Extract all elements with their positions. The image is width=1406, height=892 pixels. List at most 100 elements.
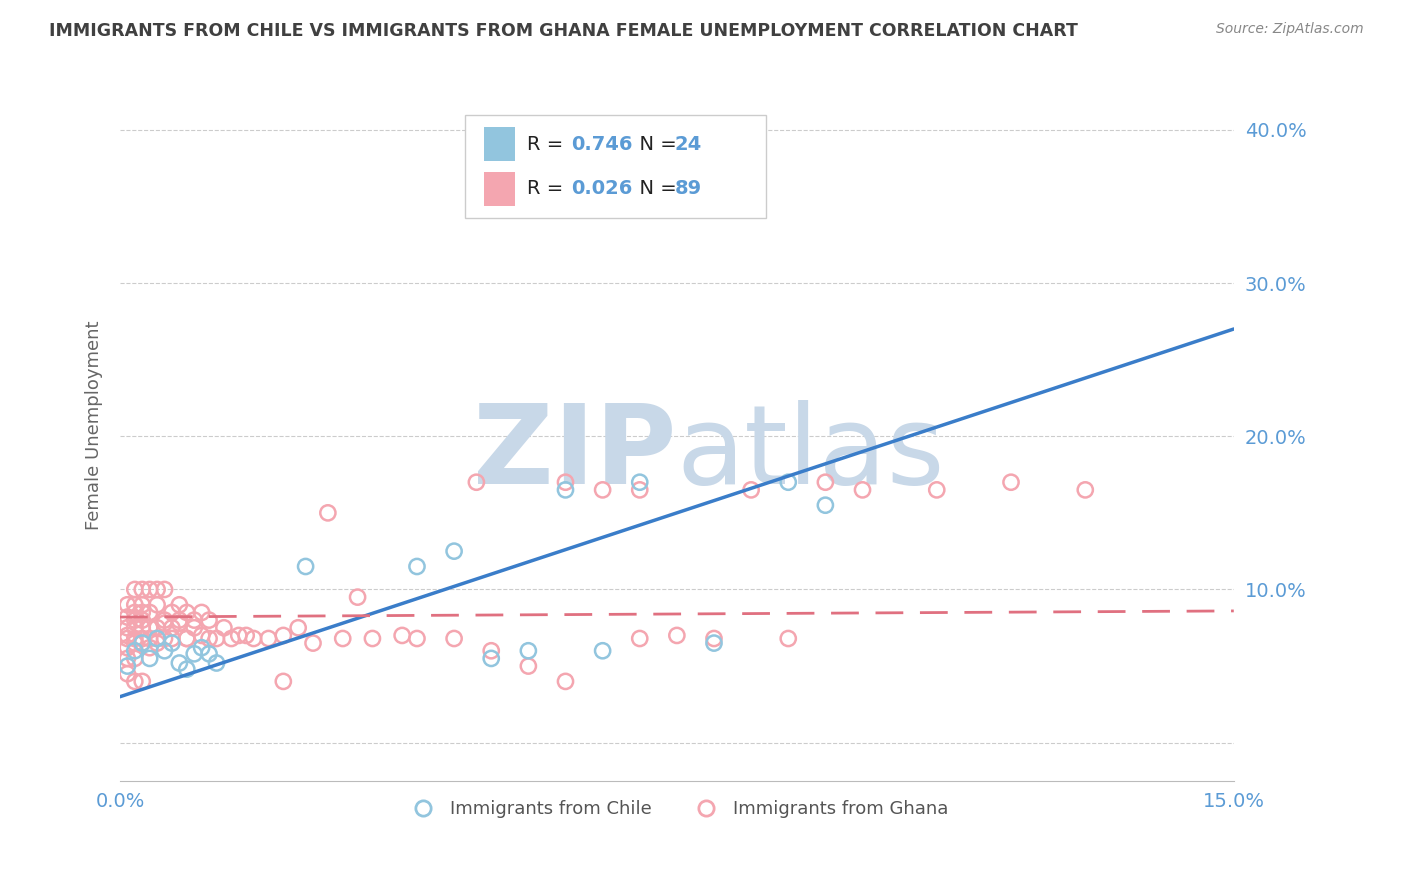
Point xyxy=(554,475,576,490)
Point xyxy=(160,636,183,650)
Point xyxy=(169,613,191,627)
Point xyxy=(146,621,169,635)
Bar xyxy=(484,172,516,206)
Text: N =: N = xyxy=(627,135,683,153)
Point xyxy=(131,606,153,620)
Text: 24: 24 xyxy=(675,135,702,153)
Point xyxy=(778,632,800,646)
Text: R =: R = xyxy=(526,179,569,198)
Point xyxy=(124,651,146,665)
Point xyxy=(190,606,212,620)
Point xyxy=(124,636,146,650)
Point xyxy=(183,613,205,627)
Point xyxy=(117,598,139,612)
Point xyxy=(176,632,198,646)
Point xyxy=(406,632,429,646)
Point xyxy=(176,632,198,646)
Point xyxy=(160,632,183,646)
Point xyxy=(117,640,139,655)
Text: N =: N = xyxy=(627,179,683,198)
Point xyxy=(169,598,191,612)
Point xyxy=(138,621,160,635)
Y-axis label: Female Unemployment: Female Unemployment xyxy=(86,320,103,530)
Point xyxy=(221,632,243,646)
Point xyxy=(703,632,725,646)
Point xyxy=(153,616,176,631)
Point xyxy=(124,606,146,620)
Point xyxy=(205,632,228,646)
Point xyxy=(814,498,837,512)
Point xyxy=(146,632,169,646)
FancyBboxPatch shape xyxy=(465,115,766,219)
Point xyxy=(332,632,354,646)
Point xyxy=(153,632,176,646)
Point xyxy=(198,647,221,661)
Point xyxy=(287,621,309,635)
Point xyxy=(517,659,540,673)
Point xyxy=(117,628,139,642)
Point xyxy=(138,632,160,646)
Point xyxy=(814,475,837,490)
Point xyxy=(443,632,465,646)
Point xyxy=(628,483,651,497)
Point xyxy=(160,621,183,635)
Point xyxy=(479,651,502,665)
Point xyxy=(153,582,176,597)
Point xyxy=(517,644,540,658)
Text: 0.746: 0.746 xyxy=(571,135,633,153)
Text: IMMIGRANTS FROM CHILE VS IMMIGRANTS FROM GHANA FEMALE UNEMPLOYMENT CORRELATION C: IMMIGRANTS FROM CHILE VS IMMIGRANTS FROM… xyxy=(49,22,1078,40)
Point xyxy=(131,674,153,689)
Point xyxy=(198,632,221,646)
Point xyxy=(131,636,153,650)
Point xyxy=(124,674,146,689)
Point xyxy=(212,621,235,635)
Text: ZIP: ZIP xyxy=(474,400,676,507)
Point xyxy=(131,621,153,635)
Point xyxy=(117,621,139,635)
Point xyxy=(242,632,264,646)
Point xyxy=(169,656,191,670)
Point xyxy=(124,621,146,635)
Point xyxy=(124,613,146,627)
Point xyxy=(391,628,413,642)
Point xyxy=(138,606,160,620)
Point xyxy=(228,628,250,642)
Point xyxy=(665,628,688,642)
Text: Source: ZipAtlas.com: Source: ZipAtlas.com xyxy=(1216,22,1364,37)
Point xyxy=(554,674,576,689)
Point xyxy=(146,582,169,597)
Point xyxy=(117,659,139,673)
Point xyxy=(160,606,183,620)
Point xyxy=(153,644,176,658)
Point xyxy=(190,628,212,642)
Point xyxy=(183,647,205,661)
Point xyxy=(628,632,651,646)
Point xyxy=(302,636,325,650)
Point xyxy=(146,636,169,650)
Point xyxy=(628,475,651,490)
Point xyxy=(169,616,191,631)
Point xyxy=(117,666,139,681)
Point xyxy=(176,662,198,676)
Point xyxy=(1000,475,1022,490)
Point xyxy=(153,613,176,627)
Point xyxy=(592,644,614,658)
Point xyxy=(138,651,160,665)
Point xyxy=(273,674,295,689)
Point xyxy=(361,632,384,646)
Bar xyxy=(484,127,516,161)
Point xyxy=(851,483,873,497)
Point xyxy=(146,632,169,646)
Point xyxy=(146,598,169,612)
Point xyxy=(131,613,153,627)
Text: R =: R = xyxy=(526,135,569,153)
Point xyxy=(131,636,153,650)
Point xyxy=(465,475,488,490)
Point xyxy=(294,559,316,574)
Point xyxy=(176,606,198,620)
Point xyxy=(124,632,146,646)
Point xyxy=(316,506,339,520)
Text: 0.026: 0.026 xyxy=(571,179,633,198)
Point xyxy=(190,640,212,655)
Point xyxy=(703,636,725,650)
